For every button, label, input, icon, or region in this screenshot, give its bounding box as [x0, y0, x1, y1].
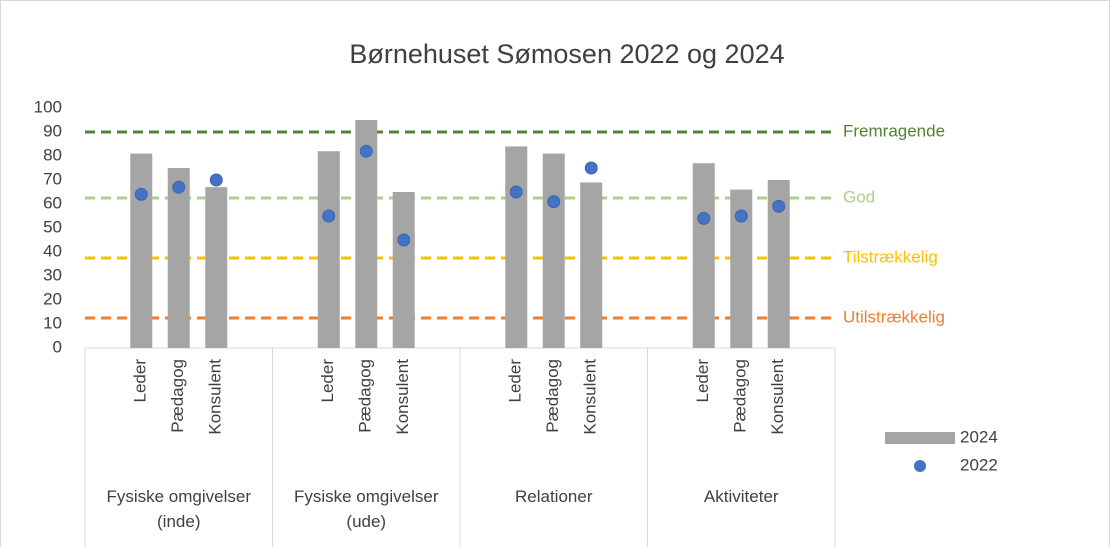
y-tick-label: 30 [43, 265, 62, 284]
bar [730, 189, 753, 348]
bar [167, 168, 190, 348]
point [547, 195, 561, 209]
legend-label: 2024 [960, 427, 998, 446]
x-tick-label: Pædagog [356, 359, 375, 433]
x-tick-label: Leder [506, 359, 525, 403]
x-tick-label: Leder [693, 359, 712, 403]
point [397, 233, 411, 247]
bar [580, 182, 603, 348]
bar [130, 153, 153, 348]
legend-label: 2022 [960, 455, 998, 474]
bar [542, 153, 565, 348]
x-tick-label: Konsulent [581, 359, 600, 435]
y-tick-label: 40 [43, 241, 62, 260]
y-tick-label: 60 [43, 193, 62, 212]
legend-swatch [914, 460, 926, 472]
chart-title: Børnehuset Sømosen 2022 og 2024 [349, 39, 784, 69]
y-tick-label: 90 [43, 121, 62, 140]
point [772, 199, 786, 213]
y-tick-label: 10 [43, 313, 62, 332]
reference-label: Tilstrækkelig [843, 247, 938, 266]
y-tick-label: 0 [53, 337, 62, 356]
x-tick-label: Leder [131, 359, 150, 403]
x-tick-label: Pædagog [731, 359, 750, 433]
x-tick-label: Konsulent [393, 359, 412, 435]
bar [392, 192, 415, 348]
bar [205, 187, 228, 348]
bar [505, 146, 528, 348]
bar [317, 151, 340, 348]
bar [692, 163, 715, 348]
y-tick-label: 20 [43, 289, 62, 308]
y-tick-label: 100 [34, 97, 62, 116]
point [509, 185, 523, 199]
reference-label: Fremragende [843, 121, 945, 140]
bar [355, 120, 378, 348]
reference-label: Utilstrækkelig [843, 307, 945, 326]
x-tick-label: Konsulent [206, 359, 225, 435]
group-label: Relationer [515, 487, 593, 506]
point [697, 211, 711, 225]
point [322, 209, 336, 223]
group-label: Aktiviteter [703, 487, 779, 506]
x-tick-label: Pædagog [168, 359, 187, 433]
y-tick-label: 80 [43, 145, 62, 164]
point [209, 173, 223, 187]
group-label: Fysiske omgivelser (ude) [293, 487, 439, 531]
legend-swatch [885, 432, 955, 444]
y-tick-label: 50 [43, 217, 62, 236]
bar [767, 180, 790, 348]
x-tick-label: Leder [318, 359, 337, 403]
point [359, 144, 373, 158]
point [734, 209, 748, 223]
point [134, 187, 148, 201]
x-tick-label: Konsulent [768, 359, 787, 435]
point [172, 180, 186, 194]
group-label: Fysiske omgivelser (inde) [106, 487, 252, 531]
x-tick-label: Pædagog [543, 359, 562, 433]
reference-label: God [843, 187, 875, 206]
y-tick-label: 70 [43, 169, 62, 188]
point [584, 161, 598, 175]
